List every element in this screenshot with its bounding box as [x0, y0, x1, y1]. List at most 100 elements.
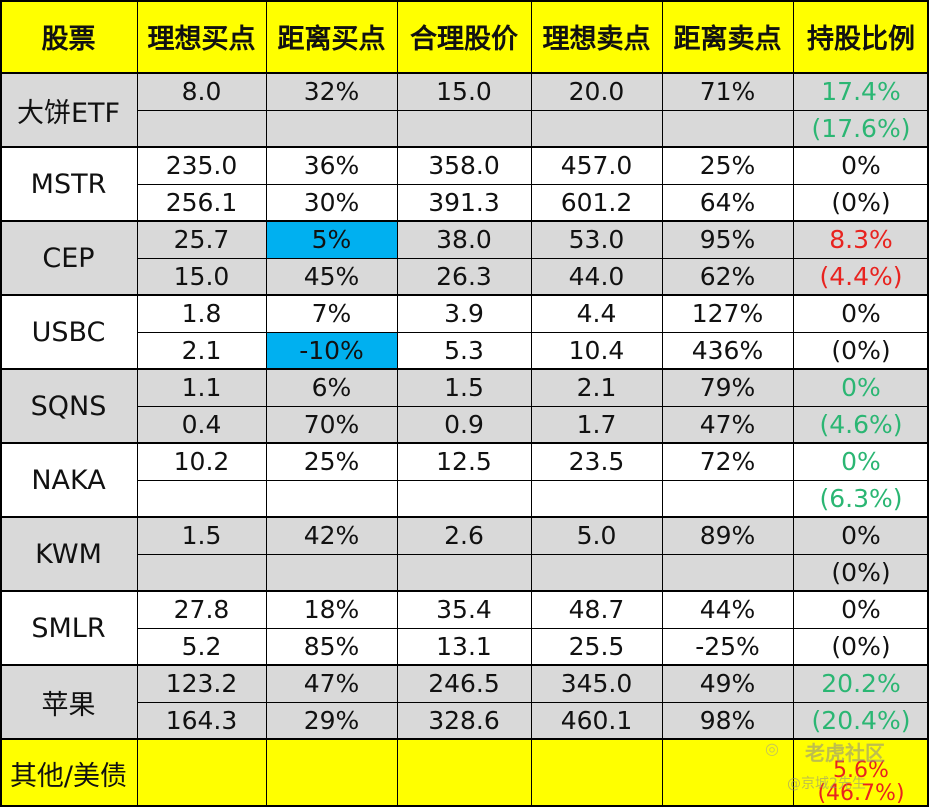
table-cell: 45%: [266, 258, 397, 295]
table-cell: 1.7: [531, 406, 662, 443]
table-cell: [662, 480, 793, 517]
grid-line: [0, 368, 929, 370]
holding-ratio-cell: 17.4%: [793, 73, 929, 110]
table-cell: 25%: [699, 151, 756, 180]
grid-line: [0, 805, 929, 807]
table-cell: 391.3: [428, 188, 500, 217]
header-cell: 距离卖点: [662, 0, 793, 73]
stock-name-cell: SQNS: [0, 369, 137, 443]
table-cell: 26.3: [397, 258, 531, 295]
stock-name-cell: CEP: [0, 221, 137, 295]
holding-ratio-cell: (0%): [831, 188, 891, 217]
table-cell: [531, 480, 662, 517]
grid-line: [137, 332, 929, 333]
table-cell: 457.0: [560, 151, 633, 180]
holding-ratio-cell: (0%): [831, 632, 891, 661]
table-cell: 30%: [303, 188, 360, 217]
holding-ratio-cell: (0%): [831, 336, 891, 365]
table-cell: 85%: [303, 632, 360, 661]
grid-line: [793, 0, 794, 807]
grid-line: [0, 72, 929, 74]
table-cell: 164.3: [137, 702, 266, 739]
grid-line: [0, 0, 2, 807]
table-cell: 70%: [266, 406, 397, 443]
table-cell: 6%: [266, 369, 397, 406]
table-cell: 23.5: [568, 447, 625, 476]
table-cell: -25%: [695, 632, 760, 661]
table-cell: 32%: [266, 73, 397, 110]
grid-line: [0, 738, 929, 740]
footer-holding-cell: 5.6% (46.7%): [793, 739, 929, 807]
table-cell: [137, 480, 266, 517]
table-cell: -10%: [266, 332, 397, 369]
table-cell: 48.7: [568, 595, 625, 624]
header-cell: 理想买点: [137, 0, 266, 73]
table-cell: [397, 554, 531, 591]
header-cell: 股票: [0, 0, 137, 73]
table-cell: [662, 110, 793, 147]
grid-line: [397, 0, 398, 807]
holding-ratio-cell: 0%: [841, 447, 881, 476]
table-cell: 5.3: [444, 336, 484, 365]
table-cell: [397, 110, 531, 147]
table-cell: 328.6: [397, 702, 531, 739]
holding-ratio-cell: 0%: [793, 369, 929, 406]
grid-line: [137, 110, 929, 111]
table-cell: 1.8: [181, 299, 222, 328]
table-cell: 7%: [311, 299, 352, 328]
holding-ratio-cell: (4.6%): [793, 406, 929, 443]
grid-line: [137, 406, 929, 407]
table-cell: 25.5: [568, 632, 625, 661]
table-cell: 2.6: [397, 517, 531, 554]
table-cell: 49%: [662, 665, 793, 702]
grid-line: [266, 0, 267, 807]
table-cell: 601.2: [560, 188, 633, 217]
grid-line: [137, 480, 929, 481]
table-cell: [266, 554, 397, 591]
holding-ratio-cell: 8.3%: [793, 221, 929, 258]
table-cell: 62%: [662, 258, 793, 295]
grid-line: [137, 628, 929, 629]
table-cell: 15.0: [137, 258, 266, 295]
table-cell: 53.0: [531, 221, 662, 258]
table-cell: 18%: [303, 595, 360, 624]
holding-ratio-cell: 0%: [793, 517, 929, 554]
holding-ratio-cell: (20.4%): [793, 702, 929, 739]
table-cell: 460.1: [531, 702, 662, 739]
header-cell: 距离买点: [266, 0, 397, 73]
table-cell: 72%: [699, 447, 756, 476]
table-cell: 5.0: [531, 517, 662, 554]
table-cell: 27.8: [173, 595, 230, 624]
table-cell: 47%: [266, 665, 397, 702]
table-cell: 44%: [699, 595, 756, 624]
stock-name-cell: USBC: [31, 316, 106, 348]
grid-line: [0, 0, 929, 2]
table-cell: 95%: [662, 221, 793, 258]
table-cell: [531, 110, 662, 147]
table-cell: 127%: [691, 299, 764, 328]
stock-name-cell: NAKA: [31, 464, 106, 496]
grid-line: [0, 442, 929, 444]
table-cell: [137, 554, 266, 591]
footer-empty-cell: [397, 739, 531, 807]
table-cell: 246.5: [397, 665, 531, 702]
grid-line: [662, 0, 663, 807]
table-cell: 13.1: [436, 632, 492, 661]
header-cell: 理想卖点: [531, 0, 662, 73]
stock-name-cell: 苹果: [0, 665, 137, 739]
footer-empty-cell: [266, 739, 397, 807]
footer-empty-cell: [662, 739, 793, 807]
grid-line: [0, 516, 929, 518]
table-cell: [266, 480, 397, 517]
table-cell: 71%: [662, 73, 793, 110]
table-cell: 2.1: [531, 369, 662, 406]
grid-line: [137, 702, 929, 703]
table-cell: 35.4: [436, 595, 492, 624]
table-cell: 8.0: [137, 73, 266, 110]
grid-line: [0, 294, 929, 296]
holding-ratio-cell: 0%: [841, 299, 881, 328]
table-cell: 29%: [266, 702, 397, 739]
table-cell: 4.4: [576, 299, 617, 328]
table-cell: 98%: [662, 702, 793, 739]
